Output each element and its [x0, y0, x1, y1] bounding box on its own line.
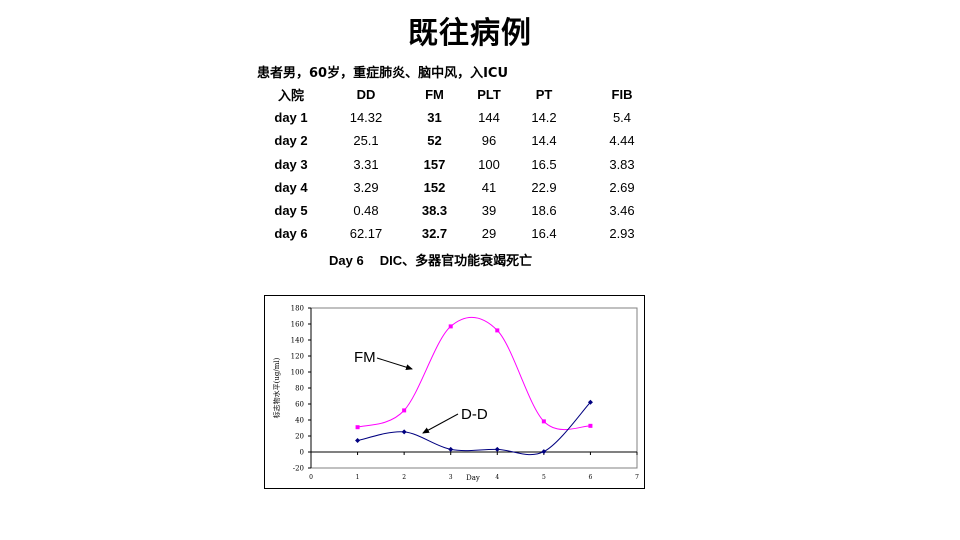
table-row: day 6 62.17 32.7 29 16.4 2.93 — [262, 222, 677, 245]
y-tick-label: 100 — [291, 369, 304, 377]
dd-annotation-label: D-D — [461, 406, 488, 423]
y-tick-label: 0 — [300, 449, 304, 457]
cell-dd: 14.32 — [349, 110, 383, 126]
y-tick-label: 120 — [291, 353, 304, 361]
y-tick-label: 40 — [295, 417, 304, 425]
d-d-series-line — [357, 401, 591, 456]
cell-fm: 31 — [427, 110, 442, 126]
fm-data-point — [541, 419, 546, 424]
table-header-row: 入院 DD FM PLT PT FIB — [262, 83, 677, 106]
cell-plt: 96 — [481, 133, 497, 149]
cell-pt: 16.4 — [531, 226, 557, 242]
table-row: day 3 3.31 157 100 16.5 3.83 — [262, 153, 677, 176]
table-row: day 5 0.48 38.3 39 18.6 3.46 — [262, 199, 677, 222]
plot-area — [310, 307, 638, 469]
cell-dd: 25.1 — [353, 133, 379, 149]
outcome-text: DIC、多器官功能衰竭死亡 — [379, 253, 533, 268]
marker-trend-chart: -20 0 20 40 60 80 100 120 140 160 180 0 1 2 3 4 5 6 7 标志物… — [264, 295, 645, 489]
cell-dd: 0.48 — [353, 203, 379, 219]
series-layer — [355, 316, 593, 456]
col-header-plt: PLT — [477, 87, 501, 103]
x-tick-label: 3 — [449, 474, 453, 481]
y-tick-label: 180 — [291, 305, 304, 313]
outcome-day: Day 6 — [329, 253, 364, 268]
fm-annotation-arrow — [376, 357, 413, 371]
cell-day: day 3 — [274, 156, 308, 172]
fm-data-point — [588, 423, 593, 428]
cell-fib: 2.93 — [609, 226, 635, 242]
cell-fm: 32.7 — [421, 226, 448, 242]
cell-fib: 3.83 — [609, 156, 635, 172]
cell-plt: 100 — [478, 156, 500, 172]
cell-day: day 4 — [274, 179, 308, 195]
y-tick-label: -20 — [293, 465, 304, 473]
x-tick-label: 7 — [635, 474, 639, 481]
fm-annotation-label: FM — [354, 349, 376, 366]
cell-day: day 6 — [274, 226, 308, 242]
d-d-data-point — [448, 446, 454, 452]
cell-plt: 29 — [481, 226, 497, 242]
d-d-data-point — [401, 429, 407, 435]
cell-pt: 18.6 — [531, 203, 557, 219]
table-row: day 4 3.29 152 41 22.9 2.69 — [262, 176, 677, 199]
cell-day: day 5 — [274, 203, 308, 219]
cell-pt: 14.2 — [531, 110, 557, 126]
cell-fm: 152 — [423, 179, 446, 195]
cell-fm: 157 — [423, 156, 446, 172]
table-row: day 2 25.1 52 96 14.4 4.44 — [262, 129, 677, 152]
x-tick-label: 1 — [356, 474, 360, 481]
cell-fib: 2.69 — [609, 179, 635, 195]
y-tick-label: 160 — [291, 321, 304, 329]
x-tick-label: 2 — [402, 474, 406, 481]
d-d-data-point — [494, 446, 500, 452]
x-tick-label: 0 — [309, 474, 313, 481]
cell-pt: 16.5 — [531, 156, 557, 172]
chart-svg: -20 0 20 40 60 80 100 120 140 160 180 0 1 2 3 4 5 6 7 标志物… — [272, 305, 639, 483]
outcome-note: Day 6 DIC、多器官功能衰竭死亡 — [329, 250, 532, 269]
cell-pt: 14.4 — [531, 133, 557, 149]
cell-dd: 3.29 — [353, 179, 379, 195]
cell-fib: 3.46 — [609, 203, 635, 219]
d-d-data-point — [541, 449, 547, 455]
col-header-admission: 入院 — [277, 88, 304, 104]
cell-fib: 5.4 — [612, 110, 632, 126]
y-tick-label: 20 — [295, 433, 304, 441]
cell-fm: 52 — [427, 133, 442, 149]
cell-day: day 2 — [274, 133, 308, 149]
x-axis: 0 1 2 3 4 5 6 7 — [309, 451, 639, 481]
lab-results-table: 入院 DD FM PLT PT FIB day 1 14.32 31 144 1… — [262, 83, 677, 245]
col-header-fib: FIB — [611, 87, 633, 103]
cell-plt: 41 — [481, 179, 497, 195]
fm-data-point — [402, 408, 407, 413]
col-header-dd: DD — [356, 87, 376, 103]
patient-info: 患者男，60岁，重症肺炎、脑中风，入ICU — [257, 66, 509, 81]
col-header-fm: FM — [425, 87, 444, 103]
d-d-data-point — [355, 438, 361, 444]
y-axis: -20 0 20 40 60 80 100 120 140 160 180 — [291, 305, 312, 473]
cell-dd: 3.31 — [353, 156, 379, 172]
fm-data-point — [448, 324, 453, 329]
cell-dd: 62.17 — [349, 226, 383, 242]
fm-data-point — [495, 328, 500, 333]
cell-pt: 22.9 — [531, 179, 557, 195]
table-row: day 1 14.32 31 144 14.2 5.4 — [262, 106, 677, 129]
cell-plt: 144 — [478, 110, 500, 126]
y-tick-label: 140 — [291, 337, 304, 345]
cell-fm: 38.3 — [421, 203, 448, 219]
fm-data-point — [355, 425, 360, 430]
x-tick-label: 4 — [495, 474, 499, 481]
dd-annotation-arrow — [422, 413, 459, 434]
d-d-data-point — [587, 399, 593, 405]
x-tick-label: 5 — [542, 474, 546, 481]
slide-title: 既往病例 — [408, 16, 532, 51]
x-tick-label: 6 — [589, 474, 593, 481]
cell-day: day 1 — [274, 110, 308, 126]
col-header-pt: PT — [535, 87, 553, 103]
x-axis-label: Day — [466, 474, 480, 482]
cell-plt: 39 — [481, 203, 497, 219]
y-axis-label: 标志物水平(ug/ml) — [272, 357, 281, 418]
y-tick-label: 80 — [295, 385, 304, 393]
cell-fib: 4.44 — [609, 133, 635, 149]
y-tick-label: 60 — [295, 401, 304, 409]
